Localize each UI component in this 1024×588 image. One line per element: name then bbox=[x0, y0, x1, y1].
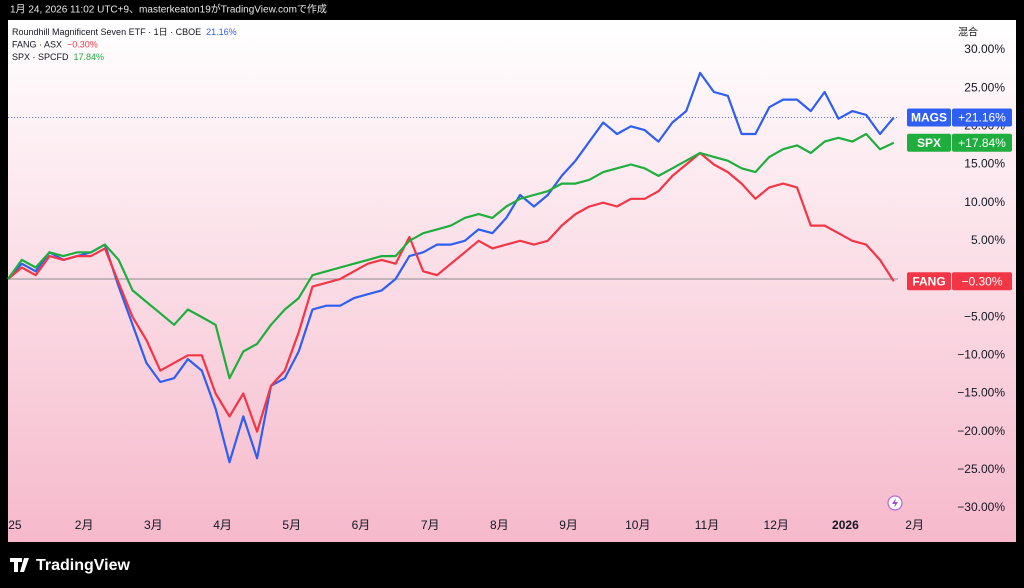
x-tick-label: 2月 bbox=[75, 518, 94, 532]
header: 1月 24, 2026 11:02 UTC+9、masterkeaton19がT… bbox=[10, 3, 327, 16]
badge-symbol: MAGS bbox=[911, 111, 947, 125]
x-tick-label: 7月 bbox=[421, 518, 440, 532]
y-tick-label: −15.00% bbox=[957, 386, 1005, 400]
series-line bbox=[7, 71, 895, 464]
y-tick-label: −25.00% bbox=[957, 462, 1005, 476]
y-tick-label: −20.00% bbox=[957, 424, 1005, 438]
y-tick-label: −5.00% bbox=[964, 309, 1005, 323]
y-tick-label: 30.00% bbox=[964, 42, 1005, 56]
x-tick-label: 4月 bbox=[213, 518, 232, 532]
y-tick-label: −10.00% bbox=[957, 347, 1005, 361]
series-line bbox=[7, 151, 895, 433]
badge-symbol-bg bbox=[907, 108, 951, 127]
legend-value: 21.16% bbox=[206, 27, 237, 37]
x-tick-label: 11月 bbox=[695, 518, 719, 532]
badge-value: +17.84% bbox=[958, 136, 1006, 150]
badge-value-bg bbox=[952, 108, 1012, 127]
badge-symbol-bg bbox=[907, 133, 951, 152]
y-tick-label: −30.00% bbox=[957, 500, 1005, 514]
scale-label: 混合 bbox=[958, 26, 978, 39]
badge-value-bg bbox=[952, 272, 1012, 291]
x-tick-label: 6月 bbox=[352, 518, 371, 532]
flash-icon[interactable] bbox=[887, 495, 903, 511]
x-tick-label: 2026 bbox=[832, 518, 859, 532]
x-tick-label: 2月 bbox=[905, 518, 924, 532]
badge-value: −0.30% bbox=[961, 274, 1002, 288]
legend-name: FANG · ASX bbox=[12, 40, 62, 50]
legend-value: −0.30% bbox=[67, 40, 98, 50]
y-tick-label: 10.00% bbox=[964, 195, 1005, 209]
badge-symbol: FANG bbox=[912, 274, 945, 288]
legend-entry: SPX · SPCFD 17.84% bbox=[12, 52, 104, 62]
badge-value-bg bbox=[952, 133, 1012, 152]
y-tick-label: 5.00% bbox=[971, 233, 1005, 247]
brand-name: TradingView bbox=[36, 557, 131, 574]
y-tick-label: 15.00% bbox=[964, 157, 1005, 171]
series-line bbox=[7, 132, 895, 380]
icon-bolt[interactable] bbox=[892, 498, 898, 508]
x-tick-label: 9月 bbox=[559, 518, 578, 532]
legend-entry: FANG · ASX −0.30% bbox=[12, 40, 98, 50]
badge-symbol: SPX bbox=[917, 136, 941, 150]
legend-value: 17.84% bbox=[74, 52, 105, 62]
legend-entry: Roundhill Magnificent Seven ETF · 1日 · C… bbox=[12, 27, 237, 37]
x-tick-label: 12月 bbox=[764, 518, 789, 532]
badge-value: +21.16% bbox=[958, 111, 1006, 125]
price-badge: MAGS +21.16% bbox=[907, 108, 1012, 127]
price-badge: FANG −0.30% bbox=[907, 272, 1012, 291]
x-tick-label: 3月 bbox=[144, 518, 163, 532]
y-tick-label: 25.00% bbox=[964, 80, 1005, 94]
x-tick-label: 5月 bbox=[282, 518, 301, 532]
x-tick-label: 8月 bbox=[490, 518, 509, 532]
chart-pane bbox=[8, 20, 1016, 542]
brand-logo: TradingView bbox=[10, 557, 131, 574]
price-badge: SPX +17.84% bbox=[907, 133, 1012, 152]
x-tick-label: 25 bbox=[8, 518, 22, 532]
legend-name: SPX · SPCFD bbox=[12, 52, 69, 62]
legend-name: Roundhill Magnificent Seven ETF · 1日 · C… bbox=[12, 27, 201, 37]
badge-symbol-bg bbox=[907, 272, 951, 291]
x-tick-label: 10月 bbox=[625, 518, 650, 532]
logo-mark bbox=[10, 558, 29, 572]
